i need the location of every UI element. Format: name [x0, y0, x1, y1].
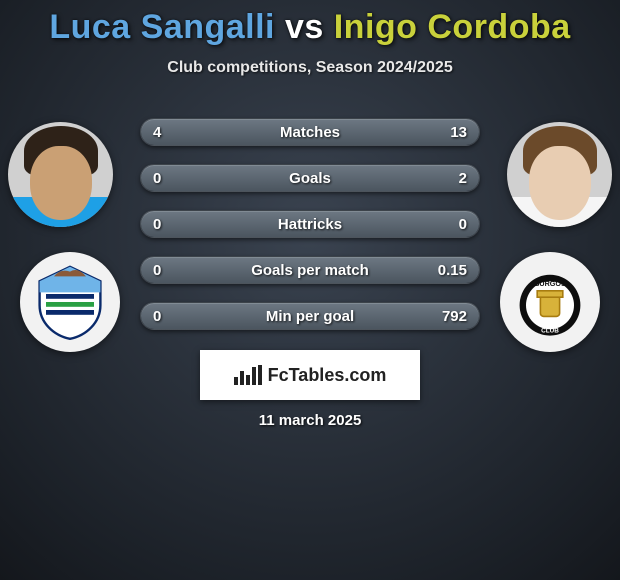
stat-value-right: 792 — [442, 303, 467, 329]
stat-value-right: 13 — [450, 119, 467, 145]
club2-logo: BURGOS CLUB — [500, 252, 600, 352]
player2-skin — [529, 146, 591, 220]
stat-bars: 4 Matches 13 0 Goals 2 0 Hattricks 0 0 G… — [140, 118, 480, 330]
club1-logo — [20, 252, 120, 352]
stat-bar: 0 Hattricks 0 — [140, 210, 480, 238]
stat-label: Goals — [141, 165, 479, 191]
player1-name: Luca Sangalli — [49, 8, 275, 46]
stat-bar: 0 Min per goal 792 — [140, 302, 480, 330]
subtitle: Club competitions, Season 2024/2025 — [0, 59, 620, 77]
player2-name: Inigo Cordoba — [334, 8, 571, 46]
svg-text:CLUB: CLUB — [541, 327, 559, 334]
player1-skin — [30, 146, 92, 220]
stat-bar: 0 Goals per match 0.15 — [140, 256, 480, 284]
date-text: 11 march 2025 — [0, 412, 620, 429]
player2-avatar — [507, 122, 612, 227]
player1-avatar — [8, 122, 113, 227]
stat-value-right: 0.15 — [438, 257, 467, 283]
stat-bar: 0 Goals 2 — [140, 164, 480, 192]
vs-text: vs — [275, 8, 334, 46]
brand-text: FcTables.com — [268, 365, 387, 386]
svg-text:BURGOS: BURGOS — [534, 279, 566, 288]
stat-label: Matches — [141, 119, 479, 145]
stat-label: Hattricks — [141, 211, 479, 237]
brand-box: FcTables.com — [200, 350, 420, 400]
stat-label: Goals per match — [141, 257, 479, 283]
page-title: Luca Sangalli vs Inigo Cordoba — [0, 0, 620, 47]
brand-chart-icon — [234, 365, 262, 385]
stat-value-right: 0 — [459, 211, 467, 237]
stat-label: Min per goal — [141, 303, 479, 329]
stat-value-right: 2 — [459, 165, 467, 191]
stat-bar: 4 Matches 13 — [140, 118, 480, 146]
